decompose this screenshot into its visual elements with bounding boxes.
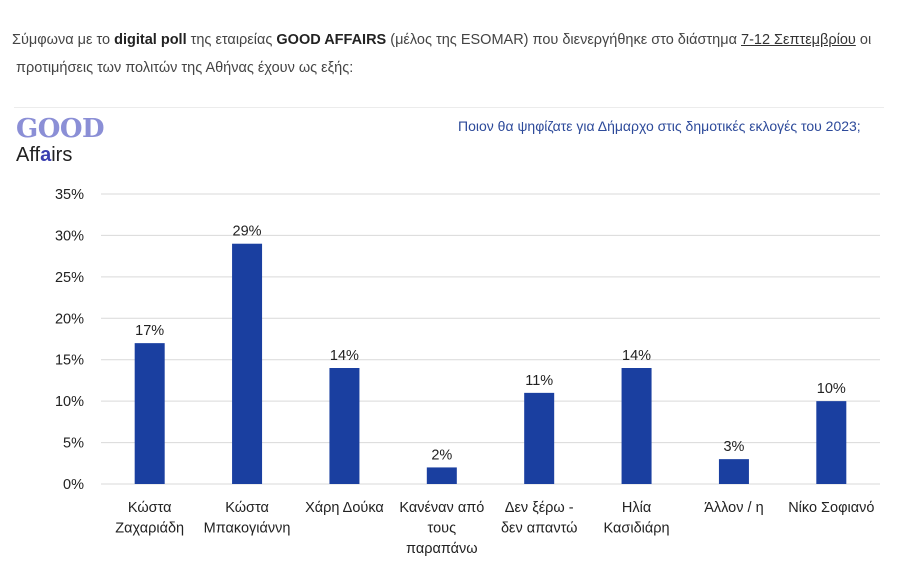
chart-figure: GOOD Affairs Ποιον θα ψηφίζατε για Δήμαρ…: [14, 107, 884, 570]
y-tick-label: 30%: [55, 228, 84, 244]
category-label: Ζαχαριάδη: [115, 521, 184, 537]
bar-chart: 0% 5% 10% 15% 20% 25% 30% 35% 17% Κώστα Ζαχαριάδη 2…: [55, 187, 880, 557]
y-tick-label: 25%: [55, 270, 84, 286]
bar: [329, 368, 360, 484]
category-label: Ηλία: [622, 500, 651, 516]
intro-text-digital-poll: digital poll: [114, 32, 187, 48]
intro-text-7: οι: [859, 32, 872, 48]
logo-good-text: GOOD: [16, 114, 105, 144]
bar: [232, 243, 263, 484]
category-label: Μπακογιάννη: [204, 521, 291, 537]
category-label: τους: [428, 521, 457, 537]
date-range-link[interactable]: 7-12 Σεπτεμβρίου: [741, 32, 856, 48]
y-tick-label: 35%: [55, 187, 84, 203]
logo-affairs-pre: Aff: [16, 144, 41, 166]
data-label: 10%: [817, 381, 846, 397]
bar: [816, 401, 847, 484]
category-label: Χάρη Δούκα: [305, 500, 384, 516]
intro-text-8: προτιμήσεις των πολιτών της Αθήνας έχουν…: [16, 60, 354, 76]
category-label: Νίκο Σοφιανό: [788, 500, 874, 516]
category-label: παραπάνω: [406, 541, 478, 557]
data-label: 29%: [233, 224, 262, 240]
y-tick-label: 10%: [55, 394, 84, 410]
data-label: 3%: [723, 439, 744, 455]
y-tick-label: 0%: [63, 477, 84, 493]
category-label: Κώστα: [225, 500, 269, 516]
logo-affairs-mark: a: [40, 144, 52, 166]
y-tick-label: 15%: [55, 353, 84, 369]
bar: [524, 392, 555, 484]
data-label: 14%: [622, 348, 651, 364]
bar: [718, 459, 749, 484]
category-label: Δεν ξέρω -: [505, 500, 574, 516]
category-label: Κασιδιάρη: [604, 521, 670, 537]
bar: [426, 467, 457, 484]
logo-affairs-text: Affairs: [16, 144, 104, 166]
intro-text-1: Σύμφωνα με το: [12, 32, 111, 48]
bar: [621, 368, 652, 484]
data-label: 2%: [431, 447, 452, 463]
intro-text-company: GOOD AFFAIRS: [276, 32, 387, 48]
good-affairs-logo: GOOD Affairs: [16, 114, 105, 166]
intro-text-5: (μέλος της ESOMAR) που διενεργήθηκε στο …: [390, 32, 737, 48]
data-label: 11%: [525, 373, 553, 389]
data-label: 17%: [135, 323, 164, 339]
category-label: δεν απαντώ: [501, 521, 577, 537]
bar: [134, 343, 165, 484]
category-label: Κανέναν από: [399, 500, 484, 516]
y-tick-label: 20%: [55, 311, 84, 327]
category-label: Κώστα: [128, 500, 172, 516]
chart-title: Ποιον θα ψηφίζατε για Δήμαρχο στις δημοτ…: [458, 118, 861, 134]
category-label: Άλλον / η: [704, 500, 763, 516]
y-tick-label: 5%: [63, 436, 84, 452]
intro-text-3: της εταιρείας: [190, 32, 273, 48]
intro-paragraph: Σύμφωνα με το digital poll της εταιρείας…: [12, 26, 902, 82]
data-label: 14%: [330, 348, 359, 364]
logo-affairs-post: irs: [51, 144, 73, 166]
